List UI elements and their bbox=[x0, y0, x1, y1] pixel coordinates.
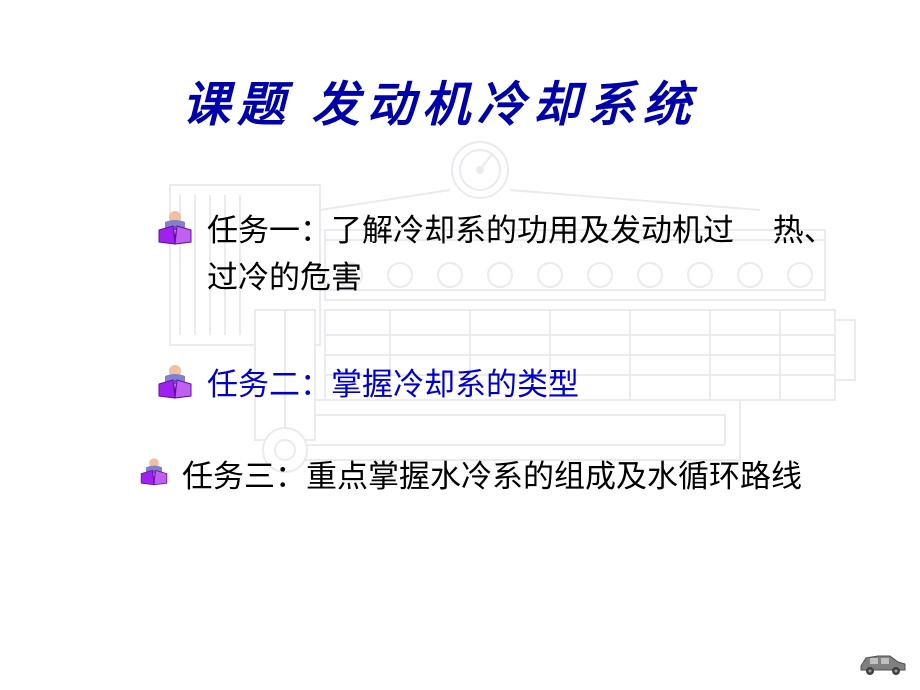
task-1-text: 任务一：了解冷却系的功用及发动机过 热、过冷的危害 bbox=[207, 208, 855, 301]
book-reader-icon bbox=[138, 456, 170, 488]
task-1: 任务一：了解冷却系的功用及发动机过 热、过冷的危害 bbox=[155, 208, 855, 301]
task-3: 任务三：重点掌握水冷系的组成及水循环路线 bbox=[138, 454, 920, 501]
car-icon bbox=[858, 648, 908, 676]
book-reader-icon bbox=[155, 208, 195, 248]
task-3-text: 任务三：重点掌握水冷系的组成及水循环路线 bbox=[182, 454, 802, 501]
task-2-text: 任务二：掌握冷却系的类型 bbox=[207, 362, 579, 409]
slide-title: 课题 发动机冷却系统 bbox=[0, 65, 880, 135]
task-2: 任务二：掌握冷却系的类型 bbox=[155, 362, 855, 409]
book-reader-icon bbox=[155, 362, 195, 402]
